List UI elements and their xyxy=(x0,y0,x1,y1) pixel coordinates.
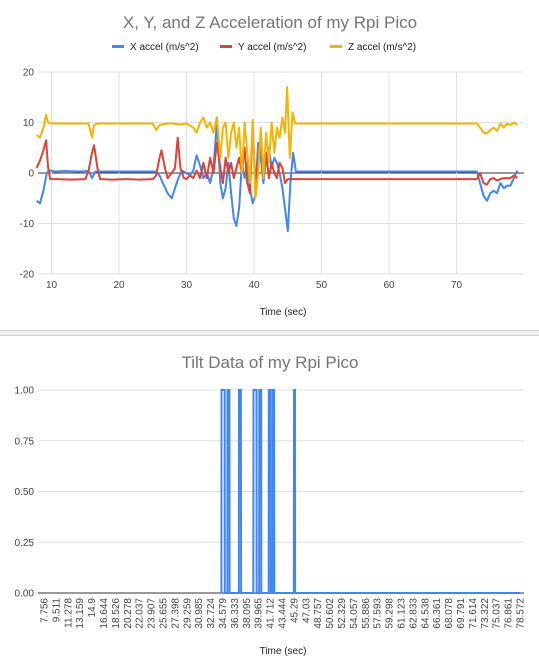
x-tick-label: 30 xyxy=(181,280,193,291)
x-tick-label: 41.712 xyxy=(266,598,277,629)
x-tick-label: 10 xyxy=(46,280,58,291)
x-tick-label: 43.444 xyxy=(278,598,289,629)
x-tick-label: 78.572 xyxy=(516,598,527,629)
x-tick-label: 13.159 xyxy=(75,598,86,629)
y-tick-label: -20 xyxy=(20,270,35,281)
legend-entry: Y accel (m/s^2) xyxy=(238,42,306,53)
legend-swatch xyxy=(112,45,124,48)
x-tick-label: 73.322 xyxy=(480,598,491,629)
x-tick-label: 50 xyxy=(316,280,328,291)
tilt-chart: Tilt Data of my Rpi Pico 0.00 0.25 0.50 0.7… xyxy=(15,353,527,657)
x-tick-label: 75.037 xyxy=(492,598,503,629)
series-line-y-accel xyxy=(35,126,518,195)
x-tick-label: 27.398 xyxy=(170,598,181,629)
x-tick-label: 7.756 xyxy=(40,598,51,623)
y-tick-label: 10 xyxy=(23,118,35,129)
x-tick-label: 29.259 xyxy=(182,598,193,629)
y-tick-label: 0 xyxy=(28,169,34,180)
x-tick-label: 64.538 xyxy=(420,598,431,629)
x-tick-label: 55.886 xyxy=(361,598,372,629)
series-group xyxy=(220,389,520,594)
x-tick-label: 20 xyxy=(113,280,125,291)
x-tick-label: 16.644 xyxy=(99,598,110,629)
x-tick-label: 47.03 xyxy=(301,598,312,623)
y-tick-label: 1.00 xyxy=(15,386,35,397)
acceleration-chart-panel: X, Y, and Z Acceleration of my Rpi Pico … xyxy=(0,0,539,330)
legend-swatch xyxy=(330,45,342,48)
x-tick-label: 54.057 xyxy=(349,598,360,629)
x-tick-label: 66.361 xyxy=(432,598,443,629)
series-line-z-accel xyxy=(36,86,518,200)
x-tick-label: 50.602 xyxy=(325,598,336,629)
grid xyxy=(38,389,524,594)
y-axis: 0.00 0.25 0.50 0.75 1.00 xyxy=(15,386,35,600)
x-tick-label: 76.861 xyxy=(504,598,515,629)
series-line-x-accel xyxy=(36,121,519,233)
y-tick-label: 20 xyxy=(23,68,35,79)
x-axis: 7.756 9.511 11.278 13.159 14.9 16.644 18.526 20… xyxy=(40,598,527,629)
x-tick-label: 9.511 xyxy=(51,598,62,623)
x-tick-label: 32.724 xyxy=(206,598,217,629)
series-group xyxy=(35,86,519,233)
chart-legend: X accel (m/s^2) Y accel (m/s^2) Z accel (m… xyxy=(112,42,416,53)
y-tick-label: -10 xyxy=(20,219,35,230)
x-axis-label: Time (sec) xyxy=(260,307,307,318)
x-axis-label: Time (sec) xyxy=(260,646,307,657)
x-tick-label: 25.655 xyxy=(159,598,170,629)
chart-title: X, Y, and Z Acceleration of my Rpi Pico xyxy=(123,13,417,32)
chart-title: Tilt Data of my Rpi Pico xyxy=(182,353,359,372)
y-tick-label: 0.75 xyxy=(15,436,35,447)
x-tick-label: 36.333 xyxy=(230,598,241,629)
legend-swatch xyxy=(220,45,232,48)
x-tick-label: 62.833 xyxy=(408,598,419,629)
x-tick-label: 30.985 xyxy=(194,598,205,629)
legend-entry: Z accel (m/s^2) xyxy=(348,42,416,53)
x-tick-label: 68.078 xyxy=(444,598,455,629)
x-tick-label: 40 xyxy=(248,280,260,291)
x-tick-label: 69.791 xyxy=(456,598,467,629)
x-tick-label: 39.965 xyxy=(254,598,265,629)
x-tick-label: 61.123 xyxy=(397,598,408,629)
y-tick-label: 0.25 xyxy=(15,538,35,549)
x-tick-label: 38.095 xyxy=(242,598,253,629)
grid xyxy=(38,71,524,275)
x-tick-label: 70 xyxy=(451,280,463,291)
y-axis: -20 -10 0 10 20 xyxy=(20,68,35,281)
chart-divider xyxy=(0,330,539,336)
x-tick-label: 48.757 xyxy=(313,598,324,629)
x-tick-label: 34.579 xyxy=(218,598,229,629)
acceleration-chart: X, Y, and Z Acceleration of my Rpi Pico … xyxy=(20,13,524,318)
x-tick-label: 20.278 xyxy=(123,598,134,629)
x-tick-label: 22.037 xyxy=(135,598,146,629)
x-tick-label: 14.9 xyxy=(87,598,98,618)
x-tick-label: 57.593 xyxy=(373,598,384,629)
x-tick-label: 59.298 xyxy=(385,598,396,629)
x-tick-label: 23.907 xyxy=(147,598,158,629)
legend-entry: X accel (m/s^2) xyxy=(130,42,199,53)
x-tick-label: 18.526 xyxy=(111,598,122,629)
x-tick-label: 71.614 xyxy=(468,598,479,629)
x-tick-label: 60 xyxy=(383,280,395,291)
tilt-chart-panel: Tilt Data of my Rpi Pico 0.00 0.25 0.50 0.7… xyxy=(0,336,539,672)
x-axis: 10 20 30 40 50 60 70 xyxy=(46,280,463,291)
x-tick-label: 11.278 xyxy=(63,598,74,628)
series-line-tilt xyxy=(220,389,520,594)
y-tick-label: 0.00 xyxy=(15,589,35,600)
x-tick-label: 45.29 xyxy=(289,598,300,623)
y-tick-label: 0.50 xyxy=(15,487,35,498)
x-tick-label: 52.329 xyxy=(337,598,348,629)
